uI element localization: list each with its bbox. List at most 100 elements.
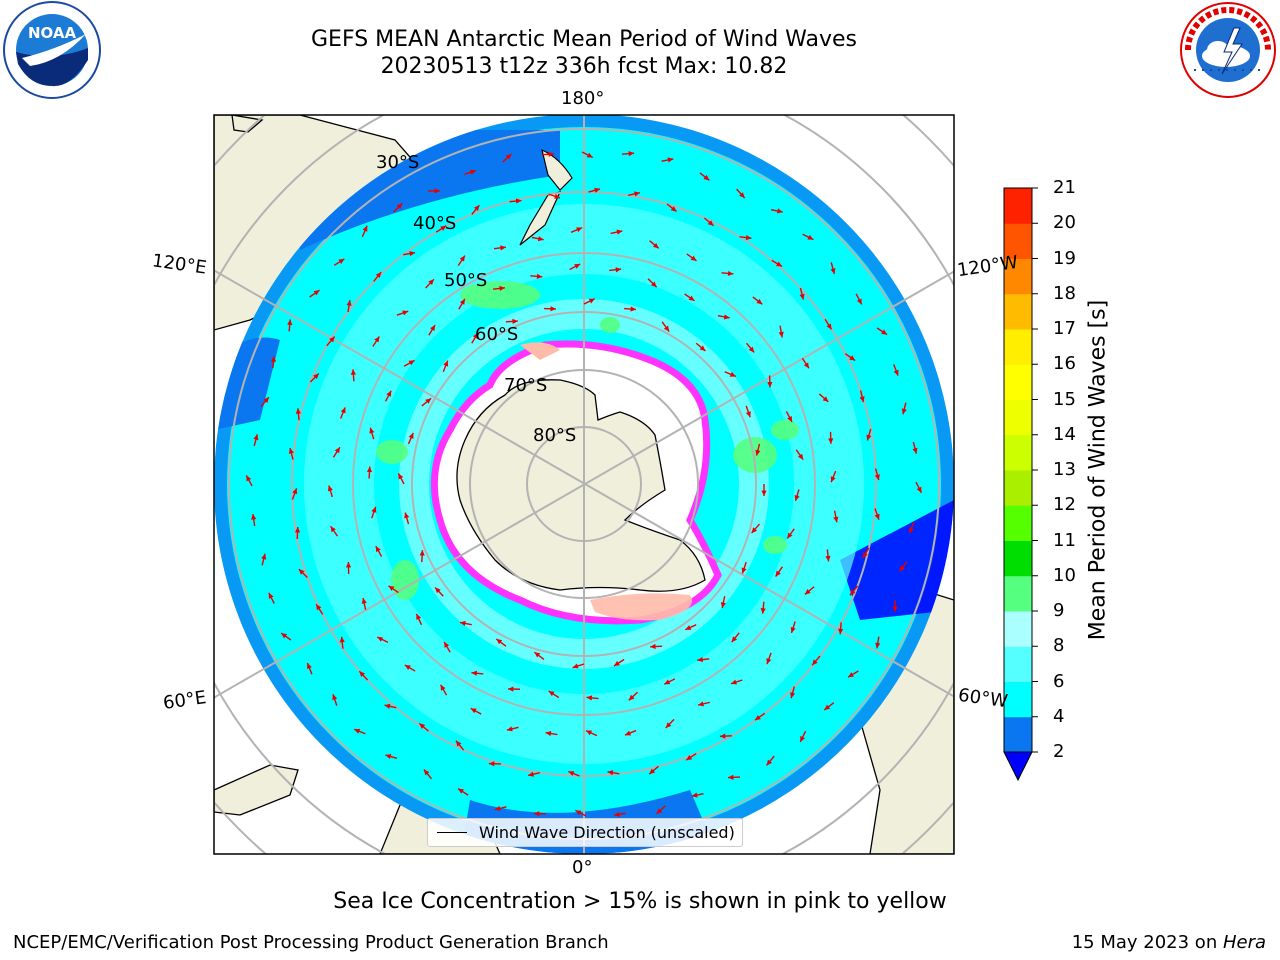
wind-arrow-head <box>428 279 434 286</box>
wind-arrow-head <box>760 608 766 614</box>
wind-arrow-head <box>545 730 552 737</box>
footer-date: 15 May 2023 on Hera <box>1072 932 1266 953</box>
wind-arrow-head <box>586 695 593 701</box>
wind-arrow-head <box>874 513 880 520</box>
wind-arrow-head <box>459 298 465 305</box>
wind-arrow-head <box>398 473 404 480</box>
wind-arrow-head <box>396 203 403 210</box>
colorbar-tick-label: 20 <box>1053 212 1076 234</box>
noaa-logo-text: NOAA <box>28 24 77 42</box>
wind-arrow-head <box>698 701 704 707</box>
wind-arrow-head <box>576 227 583 233</box>
wind-arrow-head <box>588 298 595 304</box>
wind-arrow-head <box>766 658 772 665</box>
wind-arrow-head <box>350 369 357 375</box>
colorbar-segment <box>1004 258 1032 295</box>
colorbar-tick-label: 2 <box>1053 741 1065 762</box>
sea-ice-caption: Sea Ice Concentration > 15% is shown in … <box>333 889 947 914</box>
wind-arrow-head <box>505 153 512 160</box>
wind-arrow-head <box>901 408 907 415</box>
wind-arrow-head <box>707 220 714 226</box>
wind-arrow-head <box>628 694 635 701</box>
wind-arrow-head <box>574 263 581 269</box>
sea-ice-thick-2 <box>520 342 560 360</box>
colorbar-tick-label: 18 <box>1053 282 1076 304</box>
wind-arrow-head <box>790 692 796 699</box>
legend-text: Wind Wave Direction (unscaled) <box>479 823 735 842</box>
wind-arrow-head <box>533 811 540 817</box>
wind-arrow-head <box>650 281 657 288</box>
wind-arrow-head <box>408 432 414 439</box>
colorbar-tick-label: 21 <box>1053 177 1076 198</box>
wind-arrow-head <box>664 679 671 685</box>
wind-arrow-head <box>778 331 784 338</box>
wind-arrow-head <box>649 768 656 775</box>
wind-arrow-head <box>799 293 805 300</box>
wind-arrow-head <box>435 587 441 594</box>
island-land <box>231 115 264 133</box>
lat-label-30s: 30°S <box>376 152 420 173</box>
wind-arrow-head <box>723 314 730 320</box>
colorbar-tick-label: 15 <box>1053 388 1076 410</box>
wind-arrow-head <box>499 285 505 292</box>
wind-arrow-head <box>751 527 758 534</box>
colorbar-segment <box>1004 575 1032 612</box>
wind-arrow-head <box>828 438 834 444</box>
wind-arrow-head <box>470 708 477 714</box>
wind-arrow-head <box>912 447 918 454</box>
wind-arrow-head <box>866 434 872 441</box>
wind-arrow-head <box>329 336 335 343</box>
colorbar <box>1003 187 1038 782</box>
map-legend: Wind Wave Direction (unscaled) <box>427 818 743 847</box>
wind-arrow-head <box>630 306 637 312</box>
wind-arrow-head <box>575 810 582 816</box>
wind-arrow-head <box>667 157 674 163</box>
wind-arrow-head <box>849 589 856 596</box>
green-patches <box>376 281 799 600</box>
legend-line <box>437 832 467 833</box>
wind-arrow-head <box>375 546 381 553</box>
wind-arrow-head <box>440 225 447 231</box>
wind-arrow-head <box>471 670 478 676</box>
lat-label-80s: 80°S <box>533 425 577 446</box>
wind-arrow-head <box>430 324 436 331</box>
wind-arrow-head <box>292 488 298 495</box>
wind-arrow-head <box>909 527 914 534</box>
wind-arrow-head <box>691 792 698 798</box>
wind-arrow-head <box>443 360 449 367</box>
footer-host: Hera <box>1222 932 1266 953</box>
lon-label-0: 0° <box>572 857 593 878</box>
wind-arrow-head <box>625 730 631 736</box>
wind-arrow-head <box>281 633 288 639</box>
wind-arrow-head <box>388 585 395 592</box>
colorbar-segment <box>1004 223 1032 259</box>
wind-arrow-head <box>849 355 856 361</box>
colorbar-segment <box>1004 293 1032 330</box>
wind-arrow-head <box>354 728 361 734</box>
wind-arrow-head <box>745 235 752 241</box>
wind-arrow-head <box>804 588 811 595</box>
colorbar-segment <box>1004 646 1032 682</box>
lat-label-50s: 50°S <box>444 270 488 291</box>
wind-arrow-head <box>455 740 462 747</box>
wind-arrow-head <box>848 672 855 678</box>
wind-arrow-head <box>703 174 710 181</box>
wind-arrow-head <box>803 362 809 369</box>
wind-arrow-head <box>458 788 464 794</box>
colorbar-tick-label: 14 <box>1053 423 1076 445</box>
wind-arrow-head <box>652 242 659 249</box>
colorbar-segment <box>1004 505 1032 541</box>
wind-arrow-head <box>613 660 620 667</box>
wind-arrow-head <box>369 427 375 434</box>
wind-arrow-head <box>444 641 450 648</box>
madagascar-land <box>214 764 299 816</box>
wind-arrow-head <box>298 569 305 575</box>
wind-arrow-head <box>548 691 555 697</box>
wind-arrow-head <box>824 704 831 711</box>
colorbar-segment <box>1004 470 1032 506</box>
colorbar-tick-label: 6 <box>1053 670 1065 692</box>
wind-arrow-head <box>263 397 269 403</box>
wind-arrow-head <box>727 270 734 277</box>
lon-label-180: 180° <box>561 88 605 109</box>
colorbar-tick-label: 10 <box>1053 564 1076 586</box>
